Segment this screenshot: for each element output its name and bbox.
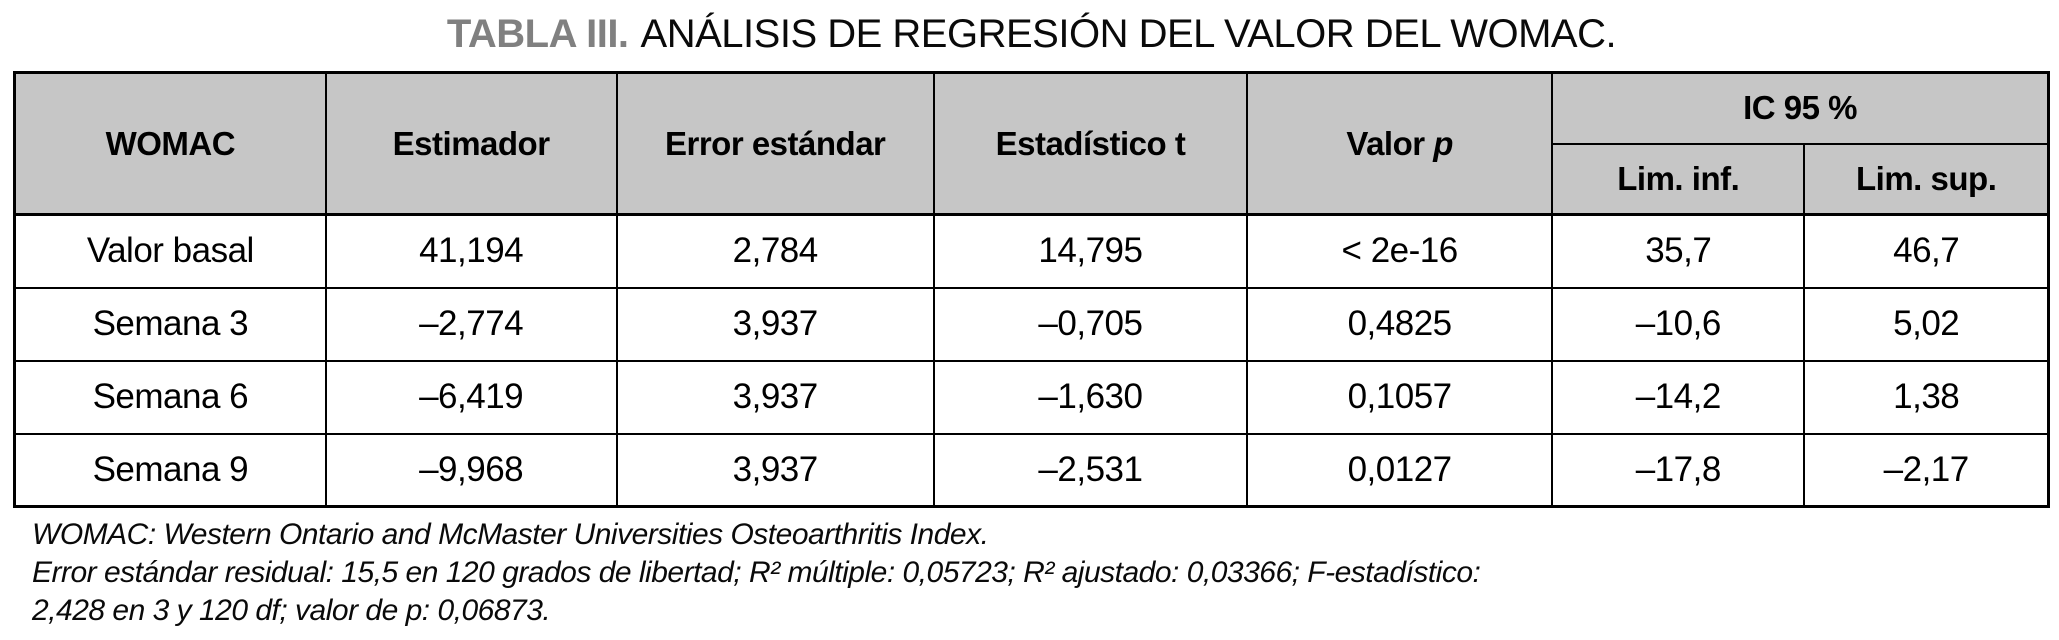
cell-row-label: Valor basal <box>13 213 327 289</box>
cell-lim-sup: 46,7 <box>1803 213 2050 289</box>
cell-estadistico-t: –0,705 <box>932 286 1249 362</box>
cell-row-label: Semana 6 <box>13 359 327 435</box>
table-footnotes: WOMAC: Western Ontario and McMaster Univ… <box>32 516 2059 630</box>
cell-row-label: Semana 9 <box>13 432 327 508</box>
cell-lim-sup: 5,02 <box>1803 286 2050 362</box>
cell-error-estandar: 3,937 <box>615 359 935 435</box>
cell-estimador: –2,774 <box>324 286 618 362</box>
cell-estadistico-t: –2,531 <box>932 432 1249 508</box>
column-header-ic95: IC 95 % <box>1551 71 2050 145</box>
cell-error-estandar: 3,937 <box>615 432 935 508</box>
cell-error-estandar: 2,784 <box>615 213 935 289</box>
cell-estimador: –9,968 <box>324 432 618 508</box>
cell-valor-p: 0,0127 <box>1246 432 1554 508</box>
cell-lim-inf: –14,2 <box>1551 359 1806 435</box>
cell-estimador: 41,194 <box>324 213 618 289</box>
valor-p-prefix: Valor <box>1346 124 1425 162</box>
cell-estadistico-t: 14,795 <box>932 213 1249 289</box>
header-row-sub: Lim. inf. Lim. sup. <box>15 142 2050 216</box>
cell-error-estandar: 3,937 <box>615 286 935 362</box>
cell-valor-p: 0,1057 <box>1246 359 1554 435</box>
column-header-valor-p: Valor p <box>1246 71 1554 216</box>
cell-lim-sup: –2,17 <box>1803 432 2050 508</box>
cell-valor-p: < 2e-16 <box>1246 213 1554 289</box>
table-row-semana-3: Semana 3 –2,774 3,937 –0,705 0,4825 –10,… <box>13 286 2050 362</box>
cell-row-label: Semana 3 <box>13 286 327 362</box>
cell-lim-inf: 35,7 <box>1551 213 1806 289</box>
table-title: TABLA III. ANÁLISIS DE REGRESIÓN DEL VALO… <box>13 12 2050 57</box>
cell-lim-inf: –17,8 <box>1551 432 1806 508</box>
column-header-estimador: Estimador <box>324 71 618 216</box>
cell-valor-p: 0,4825 <box>1246 286 1554 362</box>
header-row-top: WOMAC Estimador Error estándar Estadísti… <box>13 71 2050 216</box>
cell-estimador: –6,419 <box>324 359 618 435</box>
table-title-text: ANÁLISIS DE REGRESIÓN DEL VALOR DEL WOMA… <box>640 12 1617 56</box>
column-header-error-estandar: Error estándar <box>615 71 935 216</box>
cell-lim-inf: –10,6 <box>1551 286 1806 362</box>
column-header-womac: WOMAC <box>13 71 327 216</box>
table-row-valor-basal: Valor basal 41,194 2,784 14,795 < 2e-16 … <box>13 213 2050 289</box>
footnote-womac-definition: WOMAC: Western Ontario and McMaster Univ… <box>32 518 989 551</box>
column-header-estadistico-t: Estadístico t <box>932 71 1249 216</box>
cell-lim-sup: 1,38 <box>1803 359 2050 435</box>
footnote-model-stats-line-2: 2,428 en 3 y 120 df; valor de p: 0,06873… <box>32 594 551 627</box>
table-row-semana-6: Semana 6 –6,419 3,937 –1,630 0,1057 –14,… <box>13 359 2050 435</box>
cell-estadistico-t: –1,630 <box>932 359 1249 435</box>
footnote-model-stats-line-1: Error estándar residual: 15,5 en 120 gra… <box>32 556 1481 589</box>
table-row-semana-9: Semana 9 –9,968 3,937 –2,531 0,0127 –17,… <box>13 432 2050 508</box>
column-header-lim-sup: Lim. sup. <box>1803 142 2050 216</box>
regression-table: WOMAC Estimador Error estándar Estadísti… <box>13 71 2050 508</box>
table-title-number: TABLA III. <box>446 12 629 56</box>
valor-p-symbol: p <box>1433 124 1453 162</box>
column-header-lim-inf: Lim. inf. <box>1551 142 1806 216</box>
